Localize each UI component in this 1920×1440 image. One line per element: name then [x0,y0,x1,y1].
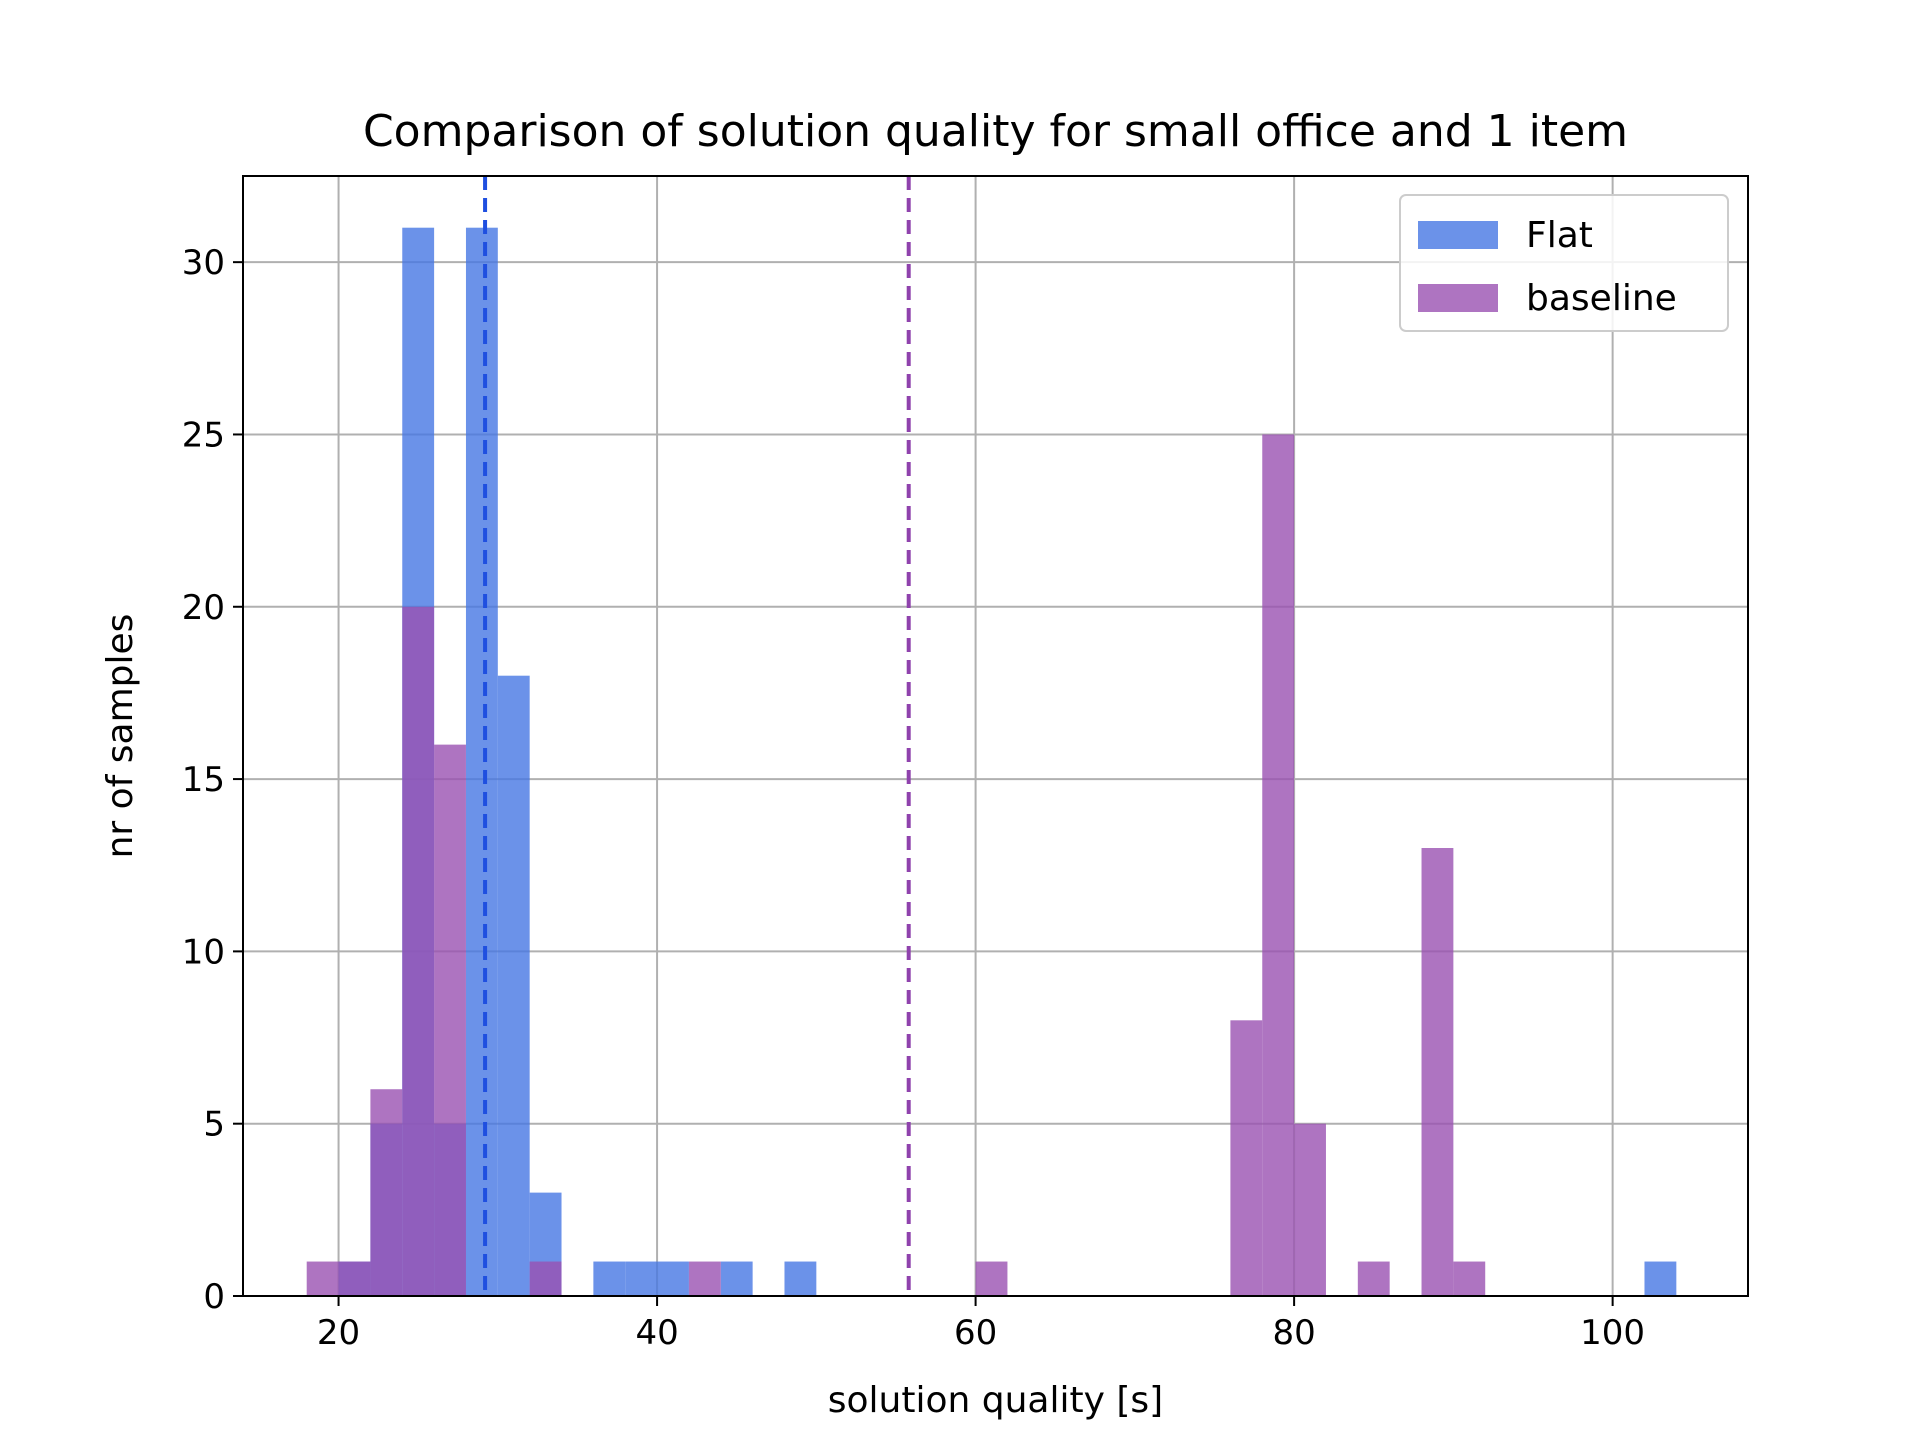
legend-swatch-flat [1418,221,1498,249]
bar-baseline [1453,1261,1486,1296]
x-axis-ticks: 20 40 60 80 100 [317,1296,1645,1353]
y-axis-label: nr of samples [100,614,141,859]
bar-baseline [338,1261,371,1296]
bar-flat [657,1261,689,1296]
bar-baseline [688,1261,721,1296]
plot-frame [242,175,1749,1297]
legend-swatch-baseline [1418,284,1498,312]
y-tick-label: 10 [182,932,225,972]
bar-baseline [1357,1261,1390,1296]
mean-lines [483,176,911,1296]
bar-baseline [306,1261,339,1296]
legend-label-flat: Flat [1526,215,1593,256]
bar-baseline [1262,434,1295,1296]
bar-baseline [1421,848,1454,1296]
bar-flat [1644,1261,1677,1296]
legend-label-baseline: baseline [1526,278,1677,319]
x-axis-label: solution quality [s] [828,1380,1163,1421]
chart-title: Comparison of solution quality for small… [363,106,1628,157]
bar-baseline [434,744,466,1296]
bar-baseline [975,1261,1008,1296]
x-tick-label: 20 [317,1313,360,1353]
x-tick-label: 60 [954,1313,997,1353]
bar-flat [593,1261,626,1296]
y-tick-label: 30 [182,243,225,283]
bar-baseline [1294,1123,1326,1296]
x-tick-label: 40 [635,1313,678,1353]
bar-flat [720,1261,753,1296]
bar-flat [497,675,530,1296]
x-tick-label: 100 [1580,1313,1645,1353]
histogram-bars [306,227,1677,1297]
y-axis-ticks: 0 5 10 15 20 25 30 [182,243,243,1317]
bar-flat [784,1261,817,1296]
y-tick-label: 5 [203,1105,225,1145]
bar-flat [625,1261,658,1296]
bar-baseline [529,1261,562,1296]
y-tick-label: 0 [203,1277,225,1317]
bar-baseline [1230,1020,1263,1296]
x-tick-label: 80 [1272,1313,1315,1353]
bar-flat [465,227,498,1297]
y-tick-label: 15 [182,760,225,800]
legend: Flat baseline [1399,194,1729,332]
bar-baseline [370,1089,403,1296]
y-tick-label: 20 [182,588,225,628]
y-tick-label: 25 [182,415,225,455]
bar-baseline [402,606,435,1296]
